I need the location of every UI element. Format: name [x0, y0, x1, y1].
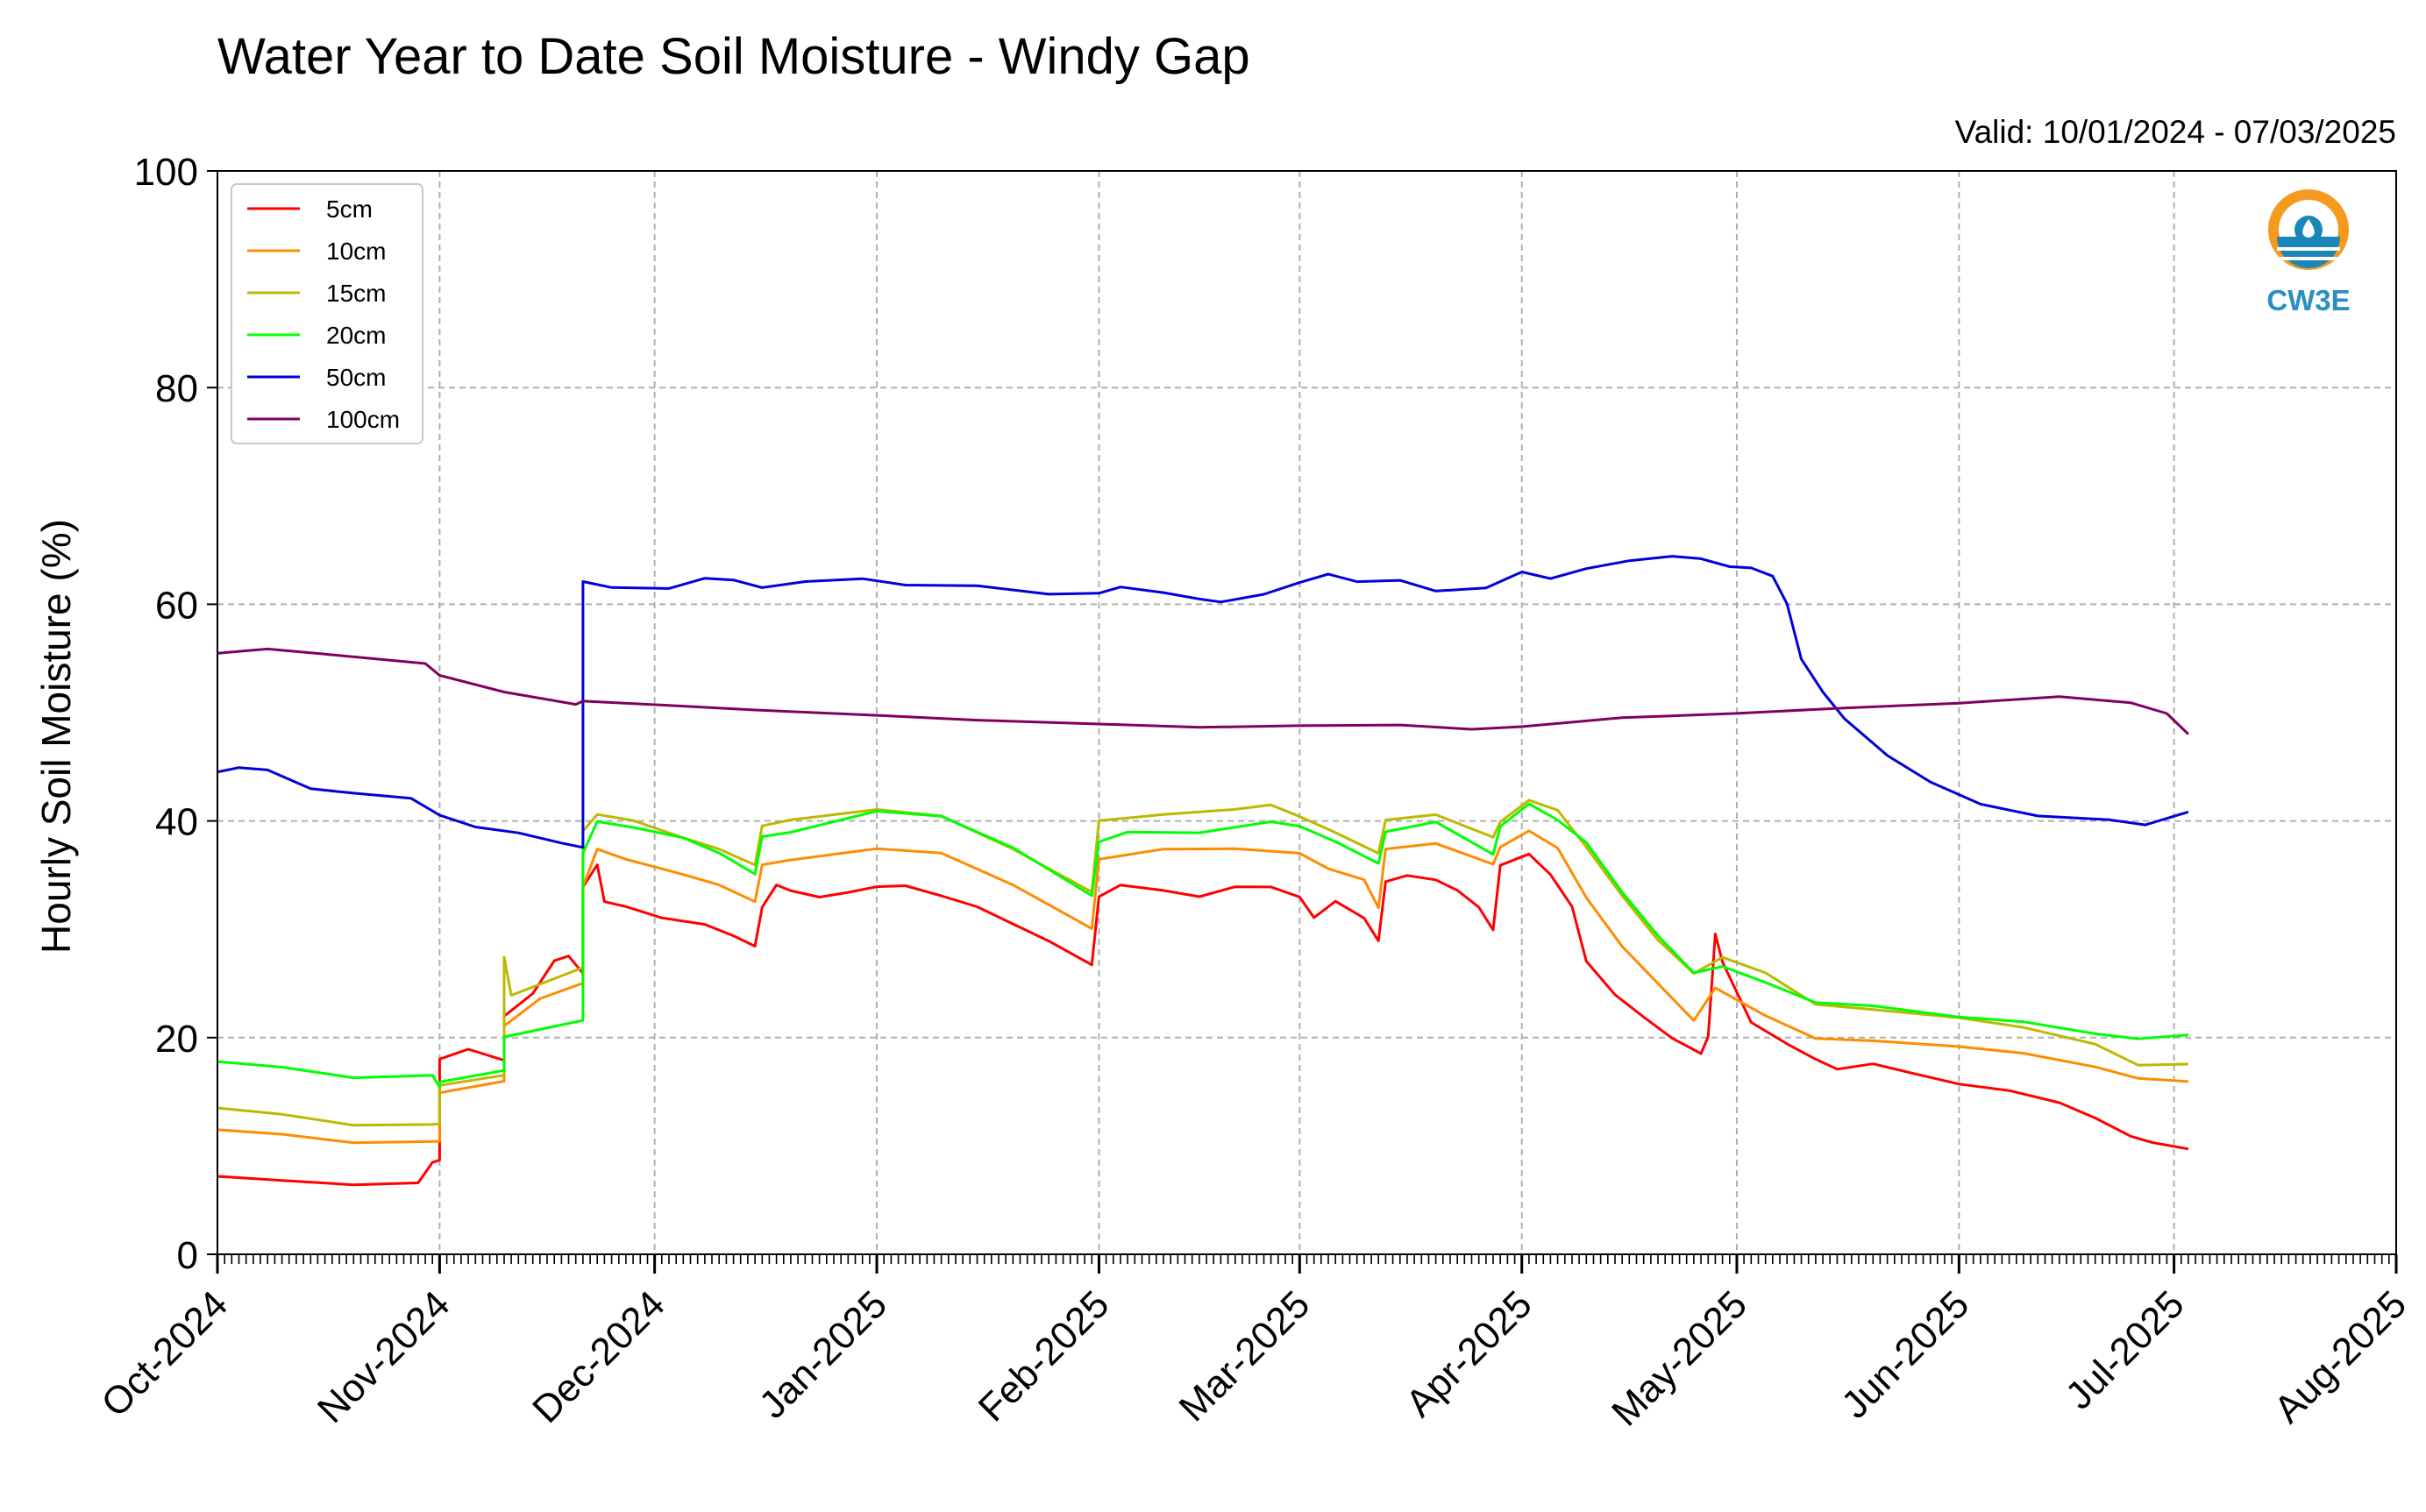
legend-label: 15cm [326, 280, 386, 307]
logo-drop-icon [2302, 219, 2315, 238]
legend-label: 100cm [326, 406, 400, 433]
series-line-50cm [217, 555, 2189, 849]
legend-label: 50cm [326, 364, 386, 391]
chart-subtitle: Valid: 10/01/2024 - 07/03/2025 [1955, 114, 2396, 150]
y-tick-label: 20 [155, 1018, 198, 1061]
y-tick-label: 80 [155, 367, 198, 410]
series-lines [217, 555, 2189, 1187]
legend-box [231, 183, 423, 444]
chart-title: Water Year to Date Soil Moisture - Windy… [217, 28, 1250, 85]
y-tick-label: 0 [177, 1234, 198, 1277]
series-line-20cm [217, 802, 2189, 1089]
y-tick-label: 100 [134, 151, 198, 194]
legend-label: 10cm [326, 238, 386, 265]
series-line-100cm [217, 647, 2189, 735]
cw3e-logo: CW3E [2266, 189, 2351, 316]
logo-wave-gap-1 [2277, 247, 2340, 251]
y-tick-label: 40 [155, 801, 198, 844]
y-tick-label: 60 [155, 584, 198, 627]
logo-wave-gap-2 [2280, 257, 2337, 260]
logo-text: CW3E [2266, 284, 2350, 316]
legend-label: 20cm [326, 322, 386, 349]
legend-label: 5cm [326, 195, 373, 223]
plot-frame [217, 170, 2397, 1255]
series-line-5cm [217, 852, 2189, 1187]
legend: 5cm 10cm 15cm 20cm 50cm 100cm [231, 183, 423, 444]
y-axis-label: Hourly Soil Moisture (%) [33, 519, 79, 954]
series-line-15cm [217, 799, 2188, 1127]
series-line-10cm [217, 829, 2188, 1145]
x-tick-minor [217, 1254, 2397, 1264]
